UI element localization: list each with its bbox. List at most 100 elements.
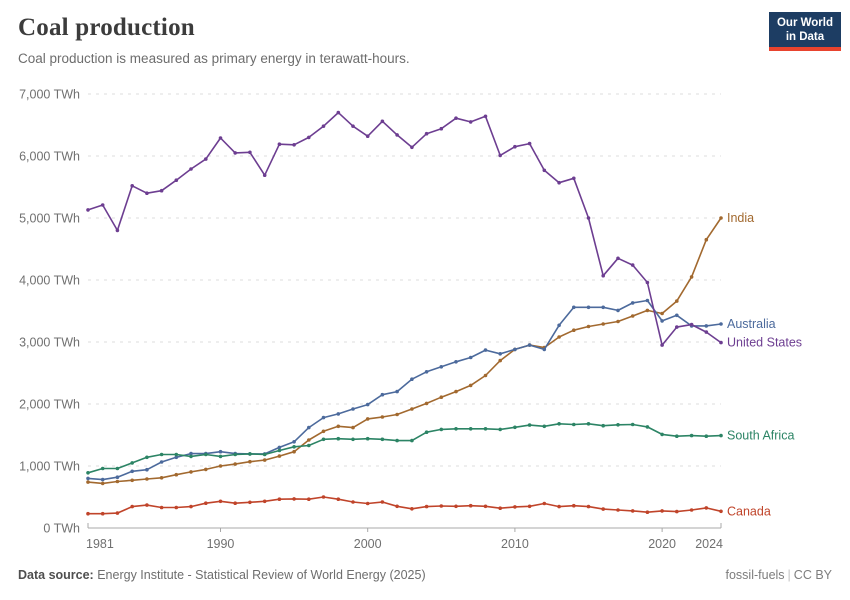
series-point-south-africa-1998[interactable] [336,436,341,441]
series-point-australia-2006[interactable] [454,360,458,364]
series-point-india-1983[interactable] [115,479,120,484]
series-label-south-africa[interactable]: South Africa [727,429,794,443]
series-point-canada-1983[interactable] [115,511,120,515]
series-point-australia-2009[interactable] [498,352,503,356]
series-point-india-2020[interactable] [660,311,664,316]
series-point-australia-2021[interactable] [675,313,679,318]
series-point-canada-1993[interactable] [262,499,267,504]
series-point-south-africa-1984[interactable] [130,461,134,465]
series-line-australia[interactable] [87,299,722,481]
series-point-united-states-1986[interactable] [159,188,164,193]
series-point-united-states-1988[interactable] [189,167,193,171]
series-point-australia-1987[interactable] [174,455,179,460]
series-point-india-2007[interactable] [468,383,473,388]
series-point-australia-2010[interactable] [513,347,517,352]
series-point-canada-1989[interactable] [204,501,208,506]
series-point-united-states-2021[interactable] [675,325,679,329]
series-point-united-states-1998[interactable] [336,110,341,115]
license-link[interactable]: CC BY [793,568,832,582]
series-point-india-1989[interactable] [204,467,208,472]
series-point-south-africa-2001[interactable] [380,437,385,442]
series-point-australia-1982[interactable] [100,477,105,482]
series-point-united-states-2013[interactable] [557,180,561,185]
series-point-south-africa-2003[interactable] [410,438,414,443]
series-point-india-1996[interactable] [307,438,311,442]
series-point-australia-2019[interactable] [645,298,650,303]
series-point-canada-2004[interactable] [424,504,429,509]
series-point-south-africa-2009[interactable] [498,427,503,432]
series-point-india-1992[interactable] [248,459,252,464]
series-point-australia-1990[interactable] [218,449,223,454]
series-point-canada-1999[interactable] [351,500,355,504]
series-point-south-africa-1999[interactable] [351,437,355,442]
series-point-australia-1988[interactable] [189,451,193,456]
series-point-australia-2008[interactable] [483,348,488,352]
series-point-india-1990[interactable] [218,464,223,468]
series-point-india-1998[interactable] [336,424,341,429]
series-point-australia-2001[interactable] [380,392,385,397]
series-point-united-states-1992[interactable] [248,150,252,155]
series-point-canada-2010[interactable] [513,505,517,509]
series-point-australia-2015[interactable] [586,305,591,310]
series-point-canada-2019[interactable] [645,510,650,514]
series-point-australia-1986[interactable] [159,460,164,464]
series-point-south-africa-2012[interactable] [542,424,547,429]
series-label-australia[interactable]: Australia [727,317,776,331]
series-point-united-states-1993[interactable] [262,173,267,177]
series-point-india-1981[interactable] [86,480,90,484]
series-point-south-africa-2023[interactable] [704,434,709,439]
series-point-canada-1986[interactable] [159,505,164,510]
series-point-united-states-1985[interactable] [145,191,149,195]
series-point-canada-2003[interactable] [410,507,414,511]
series-point-australia-2000[interactable] [365,402,370,407]
series-point-canada-1984[interactable] [130,504,134,509]
series-point-canada-2007[interactable] [468,503,473,508]
series-point-australia-2020[interactable] [660,319,664,323]
series-point-united-states-2022[interactable] [689,322,694,327]
owid-logo[interactable]: Our World in Data [768,12,841,51]
series-point-united-states-2017[interactable] [616,256,620,261]
series-point-south-africa-2018[interactable] [630,422,635,427]
series-point-india-2021[interactable] [675,299,679,303]
series-point-india-2001[interactable] [380,415,385,419]
series-point-united-states-2009[interactable] [498,153,503,158]
series-point-canada-2001[interactable] [380,500,385,504]
series-point-canada-2024[interactable] [719,509,723,514]
series-point-canada-2005[interactable] [439,504,444,508]
series-point-south-africa-2019[interactable] [645,425,650,429]
series-point-india-2013[interactable] [557,335,561,339]
series-point-united-states-1997[interactable] [321,124,326,128]
tag-link[interactable]: fossil-fuels [725,568,785,582]
series-point-india-1997[interactable] [321,429,326,434]
series-point-united-states-2007[interactable] [468,120,473,124]
series-point-united-states-1999[interactable] [351,124,355,128]
series-point-canada-1992[interactable] [248,500,252,505]
series-point-united-states-1987[interactable] [174,178,179,182]
series-point-india-2022[interactable] [689,275,694,279]
series-point-canada-2012[interactable] [542,501,547,506]
series-point-india-2015[interactable] [586,324,591,329]
series-point-australia-2013[interactable] [557,323,561,328]
series-point-canada-1995[interactable] [292,497,296,501]
series-label-india[interactable]: India [727,211,754,225]
series-point-united-states-2008[interactable] [483,114,488,119]
series-line-south-africa[interactable] [87,423,722,474]
series-point-south-africa-2015[interactable] [586,422,591,426]
series-point-india-1985[interactable] [145,477,149,481]
series-point-canada-1998[interactable] [336,497,341,502]
series-point-australia-1983[interactable] [115,475,120,480]
series-point-south-africa-2024[interactable] [719,433,723,438]
series-point-canada-2018[interactable] [630,509,635,513]
series-point-australia-2017[interactable] [616,308,620,313]
series-point-south-africa-2008[interactable] [483,427,488,431]
series-point-australia-1994[interactable] [277,445,282,450]
series-point-south-africa-1985[interactable] [145,455,149,460]
series-point-united-states-2000[interactable] [365,134,370,138]
series-point-south-africa-1989[interactable] [204,452,208,457]
series-point-canada-2000[interactable] [365,501,370,506]
series-point-united-states-2010[interactable] [513,144,517,149]
series-line-united-states[interactable] [87,111,722,346]
series-point-australia-2012[interactable] [542,347,547,352]
series-point-india-2017[interactable] [616,319,620,324]
series-point-united-states-2002[interactable] [395,133,399,137]
